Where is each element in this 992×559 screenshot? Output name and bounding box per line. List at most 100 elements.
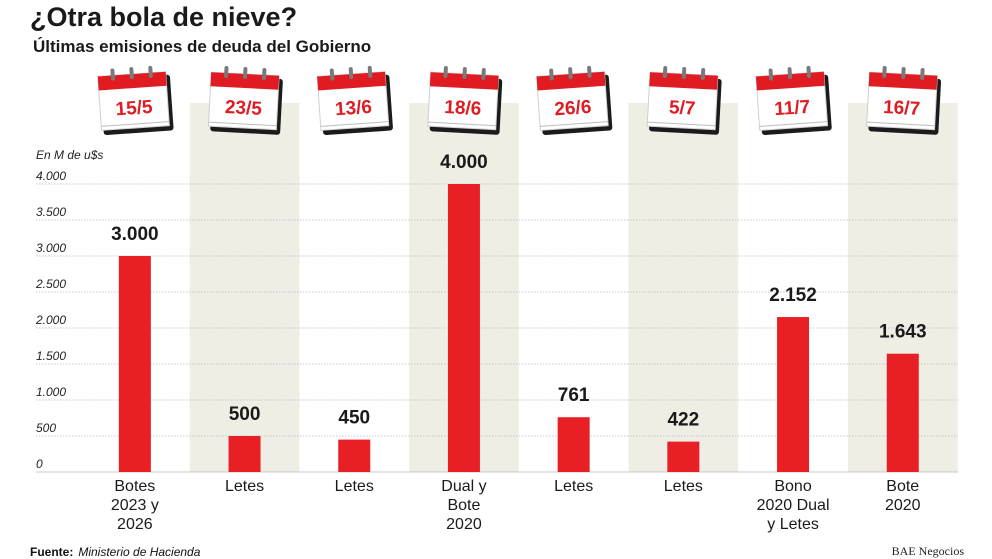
source-note: Fuente: Ministerio de Hacienda xyxy=(30,545,200,559)
y-tick-label: 3.000 xyxy=(36,241,66,255)
calendar-date: 23/5 xyxy=(224,97,262,120)
calendar-ring xyxy=(901,66,906,79)
column-band xyxy=(189,103,300,472)
calendar-ring xyxy=(224,66,229,78)
calendar-date: 15/5 xyxy=(115,97,154,121)
x-tick-label: Botes xyxy=(114,478,155,495)
x-tick-label: Dual y xyxy=(441,478,486,495)
calendar-ring xyxy=(261,67,267,80)
calendar-ring xyxy=(587,65,592,78)
calendar-ring xyxy=(243,66,248,79)
calendar-ring xyxy=(768,68,774,81)
bar xyxy=(667,441,700,472)
calendar-ring xyxy=(681,66,687,79)
y-tick-label: 1.000 xyxy=(36,385,66,399)
y-tick-label: 1.500 xyxy=(36,349,66,363)
calendar-icon: 15/5 xyxy=(97,65,174,136)
value-label: 4.000 xyxy=(440,152,488,173)
value-label: 3.000 xyxy=(111,224,159,245)
calendar-curl xyxy=(101,121,170,127)
source-label: Fuente: xyxy=(30,545,74,559)
calendar-icon: 18/6 xyxy=(427,66,503,135)
x-tick-label: 2020 Dual xyxy=(757,497,830,514)
y-tick-label: 3.500 xyxy=(36,205,66,219)
calendar-date: 5/7 xyxy=(668,97,695,119)
x-tick-label: Bono xyxy=(774,478,811,495)
y-tick-label: 500 xyxy=(36,421,56,435)
value-labels: 3.000 500 450 4.000 761 422 2.152 1.643 xyxy=(111,152,926,431)
chart-subtitle: Últimas emisiones de deuda del Gobierno xyxy=(33,37,372,56)
x-tick-label: 2020 xyxy=(446,516,482,533)
calendar-ring xyxy=(568,67,573,80)
x-tick-label: Letes xyxy=(335,478,374,495)
y-tick-label: 4.000 xyxy=(36,169,66,183)
value-label: 1.643 xyxy=(879,322,927,343)
calendar-icon: 16/7 xyxy=(866,66,942,135)
calendar-ring xyxy=(348,67,354,80)
calendar-icons: 15/5 23/5 13/6 18/6 26/6 5/7 11/7 16/7 xyxy=(97,65,942,136)
y-tick-label: 0 xyxy=(36,457,43,471)
calendar-curl xyxy=(866,121,935,127)
calendar-icon: 13/6 xyxy=(316,65,393,136)
calendar-icon: 23/5 xyxy=(207,66,283,135)
y-axis-unit-label: En M de u$s xyxy=(36,148,103,162)
source-value: Ministerio de Hacienda xyxy=(78,545,201,559)
calendar-curl xyxy=(427,121,496,127)
x-tick-label: 2026 xyxy=(117,516,153,533)
x-tick-label: 2023 y xyxy=(111,497,159,514)
calendar-ring xyxy=(920,67,925,80)
calendar-ring xyxy=(700,67,706,80)
value-label: 500 xyxy=(229,404,261,425)
calendar-curl xyxy=(540,121,608,127)
calendar-ring xyxy=(129,67,134,80)
calendar-curl xyxy=(759,121,828,127)
calendar-ring xyxy=(806,65,812,78)
y-axis-tick-labels: 0 500 1.000 1.500 2.000 2.500 3.000 3.500 4.000 xyxy=(35,169,66,471)
value-label: 422 xyxy=(667,410,699,431)
chart-title: ¿Otra bola de nieve? xyxy=(30,2,298,32)
calendar-ring xyxy=(549,68,554,81)
bar xyxy=(447,184,480,472)
column-band xyxy=(628,103,739,472)
calendar-icon: 11/7 xyxy=(755,65,832,136)
bar xyxy=(886,353,919,472)
x-tick-label: Bote xyxy=(447,497,480,514)
column-bands xyxy=(189,103,958,472)
bar xyxy=(777,317,810,472)
calendar-ring xyxy=(367,65,373,78)
calendar-icon: 5/7 xyxy=(646,66,722,135)
calendar-ring xyxy=(329,68,335,81)
bar xyxy=(118,256,151,472)
calendar-date: 16/7 xyxy=(883,97,921,120)
bars xyxy=(118,184,919,472)
calendar-curl xyxy=(647,121,716,127)
value-label: 761 xyxy=(558,385,590,406)
calendar-ring xyxy=(443,66,448,78)
x-tick-label: Letes xyxy=(225,478,264,495)
calendar-date: 18/6 xyxy=(444,97,482,120)
calendar-ring xyxy=(110,68,115,81)
calendar-date: 11/7 xyxy=(774,97,811,120)
bar xyxy=(338,439,371,472)
calendar-ring xyxy=(662,66,668,78)
x-tick-label: Letes xyxy=(664,478,703,495)
x-tick-label: y Letes xyxy=(767,516,819,533)
y-tick-label: 2.000 xyxy=(35,313,66,327)
x-axis-category-labels: Botes 2023 y 2026 Letes Letes Dual y Bote 2020 L… xyxy=(111,478,921,533)
bar xyxy=(228,436,261,472)
calendar-ring xyxy=(462,66,467,79)
calendar-ring xyxy=(148,65,153,78)
calendar-icon: 26/6 xyxy=(536,65,613,136)
calendar-ring xyxy=(787,67,793,80)
calendar-curl xyxy=(320,121,389,127)
value-label: 450 xyxy=(338,408,370,429)
bar xyxy=(557,417,590,472)
x-tick-label: Letes xyxy=(554,478,593,495)
calendar-date: 26/6 xyxy=(554,97,592,121)
x-tick-label: 2020 xyxy=(885,497,921,514)
calendar-date: 13/6 xyxy=(334,97,372,121)
calendar-curl xyxy=(208,121,277,127)
value-label: 2.152 xyxy=(769,285,817,306)
brand-logo: BAE Negocios xyxy=(891,544,964,558)
